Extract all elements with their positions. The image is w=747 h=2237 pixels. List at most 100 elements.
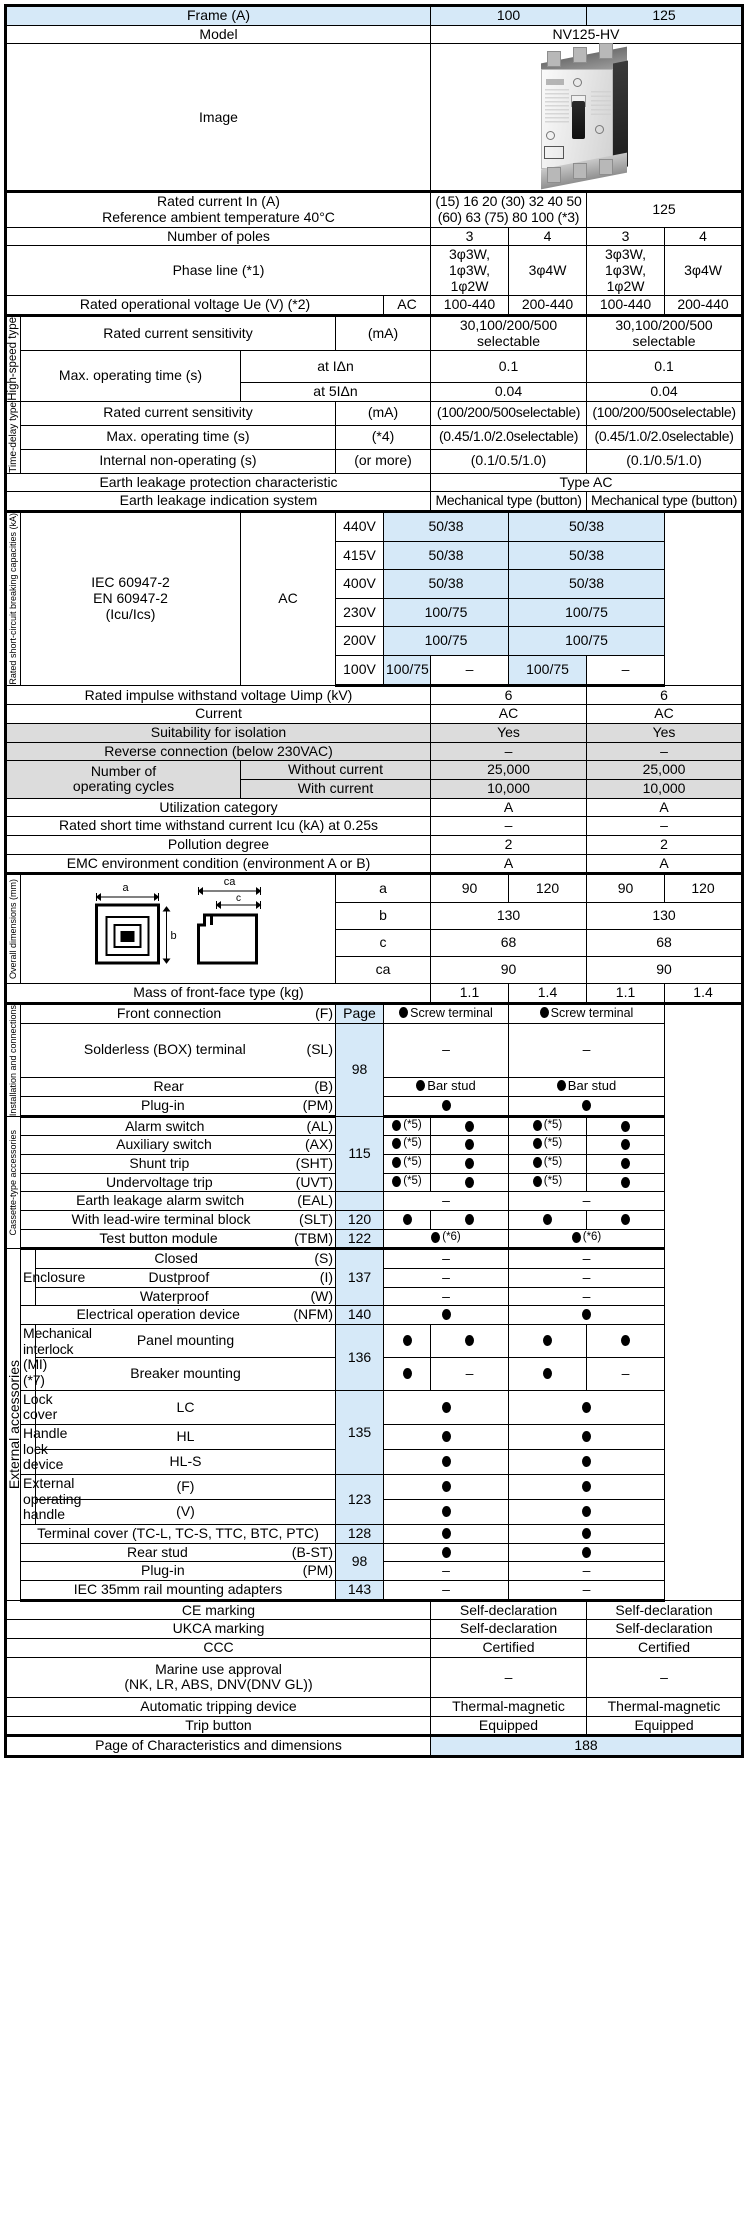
emc-100: A [429,853,588,876]
row-auxiliary-switch: Auxiliary switch (AX) (*5) (*5) [6,1135,743,1155]
row-td-sensitivity: Time-delay type Rated current sensitivit… [5,400,744,474]
cycles-with-label: With current [240,778,431,799]
rated-current-label-line1: Rated current In (A) [157,193,280,210]
timedelay-group-text: Time-delay type [7,401,19,473]
spec-sheet: Frame (A) 100 125 Model NV125-HV Image [4,4,745,1759]
row-td-nonop: Internal non-operating (s) (or more) (0.… [6,448,744,474]
solderless-125: – [507,1022,666,1078]
bullet-icon [543,1214,552,1225]
auxiliary-switch-label: Auxiliary switch (AX) [20,1135,336,1155]
row-terminal-cover: Terminal cover (TC-L, TC-S, TTC, BTC, PT… [6,1524,743,1544]
lock-page: 135 [335,1389,384,1476]
timedelay-group-label: Time-delay type [5,400,21,474]
tripbutton-125: Equipped [586,1715,744,1737]
td-nonop-100: (0.1/0.5/1.0) [429,448,588,474]
row-hs-5idn: at 5IΔn 0.04 0.04 [6,382,744,402]
ukca-125: Self-declaration [586,1619,744,1640]
breaking-230-125: 100/75 [507,597,666,628]
row-cycles-with: With current 10,000 10,000 [6,778,744,799]
marine-125: – [586,1656,744,1699]
bullet-icon [582,1309,591,1321]
cycles-without-100: 25,000 [429,760,588,780]
bullet-icon [621,1335,631,1347]
frame-value-125: 125 [586,5,744,26]
hs-sensitivity-unit: (mA) [335,315,431,352]
highspeed-group-label: High-speed type [5,315,21,402]
bullet-icon [539,1007,549,1019]
rear-125: Bar stud [507,1076,666,1097]
reverse-125: – [586,741,744,762]
aux-100-4p [430,1135,509,1155]
td-sensitivity-125: (100/200/500selectable) [586,400,744,426]
phase-line-125-3p: 3φ3W, 1φ3W, 1φ2W [586,245,666,297]
enclosure-dustproof-125: – [507,1268,666,1288]
breaking-voltage-200: 200V [335,626,384,656]
plugin-ext-125: – [507,1561,666,1582]
plugin-install-100 [383,1095,509,1118]
enclosure-closed-125: – [507,1248,666,1270]
utilization-label: Utilization category [5,797,431,818]
bullet-icon [441,1546,451,1558]
bullet-icon [441,1528,451,1540]
rail-125: – [507,1580,666,1602]
bullet-icon [621,1176,631,1188]
dim-key-b: b [335,901,431,930]
rail-100: – [383,1580,509,1602]
rated-current-125: 125 [586,191,744,228]
row-front-connection: Installation and connections Front conne… [5,1002,743,1117]
row-mi-breaker: Breaker mounting – – [6,1356,743,1391]
bullet-icon [441,1401,451,1413]
bullet-icon [441,1456,451,1468]
bullet-icon [465,1335,474,1347]
rear-text: Rear [153,1077,184,1094]
shunt-trip-text: Shunt trip [129,1154,190,1171]
ext-handle-v-code: (V) [35,1499,336,1526]
bullet-icon [582,1431,591,1443]
poles-value-4: 4 [664,226,744,247]
shunt-trip-code: (SHT) [295,1154,333,1171]
slt-page: 120 [335,1210,384,1230]
bullet-icon [392,1119,402,1131]
bullet-icon [556,1080,566,1092]
front-connection-label: Front connection (F) [20,1002,336,1024]
front-connection-125: Screw terminal [507,1002,666,1024]
bullet-icon [543,1335,552,1347]
row-lock-cover: Lock cover LC 135 [6,1389,743,1476]
cycles-label-l1: Number of [90,762,157,779]
td-nonop-label: Internal non-operating (s) [20,448,336,474]
alarm-100-3p: (*5) [383,1115,431,1137]
row-slt: With lead-wire terminal block (SLT) 120 [6,1210,743,1230]
td-optime-125: (0.45/1.0/2.0selectable) [586,424,744,450]
front-connection-100-text: Screw terminal [410,1005,493,1020]
mass-label: Mass of front-face type (kg) [5,982,431,1005]
image-label: Image [5,43,431,194]
slt-100-4p [430,1210,509,1230]
enclosure-waterproof-label: Waterproof (W) [35,1286,336,1307]
handle-lock-l1: Handle lock [23,1425,68,1457]
alarm-125-4p [586,1115,666,1137]
alarm-100-4p [430,1115,509,1137]
enclosure-waterproof-text: Waterproof [139,1287,209,1304]
specification-table: Frame (A) 100 125 Model NV125-HV Image [4,4,745,1759]
reverse-100: – [429,741,588,762]
row-pollution: Pollution degree 2 2 [5,834,744,855]
row-phase-line: Phase line (*1) 3φ3W, 1φ3W, 1φ2W 3φ4W 3φ… [5,245,744,297]
bullet-icon [441,1099,451,1111]
page-characteristics-label: Page of Characteristics and dimensions [5,1734,431,1758]
rear-stud-page: 98 [335,1542,384,1582]
mi-breaker-125-3p [507,1356,588,1391]
sht-100-4p [430,1153,509,1174]
cycles-with-100: 10,000 [429,778,588,799]
dim-a-125-3p: 90 [586,873,666,903]
mi-panel-100-4p [430,1324,509,1358]
row-tripping: Automatic tripping device Thermal-magnet… [5,1697,744,1717]
bullet-icon [582,1456,591,1468]
breaking-100-100-3p: 100/75 [383,654,431,687]
plugin-ext-text: Plug-in [141,1562,185,1579]
dim-b-125: 130 [586,901,744,930]
slt-125-3p [507,1210,588,1230]
tripping-100: Thermal-magnetic [429,1697,588,1717]
uvt-note-2: (*5) [543,1174,563,1187]
uvt-100-3p: (*5) [383,1172,431,1193]
frame-value-100: 100 [429,5,588,26]
